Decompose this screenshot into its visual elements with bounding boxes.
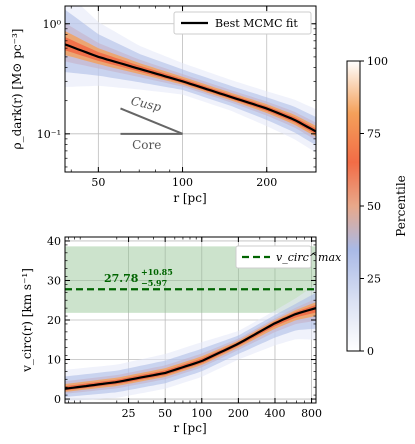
vmax-plus: +10.85 <box>141 267 173 277</box>
velocity-xlabel: r [pc] <box>173 421 206 435</box>
colorbar-tick-label-0: 0 <box>367 345 374 358</box>
colorbar-tick-label-100: 100 <box>367 55 388 68</box>
vmax-minus: −5.97 <box>141 278 167 288</box>
xtick-label-25: 25 <box>122 407 136 420</box>
density-ylabel: ρ_dark(r) [M⊙ pc⁻³] <box>10 29 24 150</box>
velocity-best-fit-line <box>65 307 316 390</box>
velocity-percentile-band <box>65 284 316 402</box>
ytick-label-40: 40 <box>47 235 61 248</box>
vmax-value: 27.78 <box>104 272 139 285</box>
xtick-label-200: 200 <box>256 176 277 189</box>
colorbar-tick-label-75: 75 <box>367 128 381 141</box>
xtick-label-100: 100 <box>191 407 212 420</box>
colorbar-gradient <box>346 60 361 352</box>
density-legend: Best MCMC fit <box>173 11 312 35</box>
band-layer-1 <box>65 292 316 397</box>
cusp-guide-line <box>120 107 183 135</box>
velocity-ylabel: v_circ(r) [km s⁻¹] <box>20 268 34 373</box>
percentile-colorbar: 0 25 50 75 100 Percentile <box>346 55 408 358</box>
ytick-label-30: 30 <box>47 274 61 287</box>
xtick-label-800: 800 <box>301 407 322 420</box>
core-label: Core <box>132 138 161 152</box>
band-layer-3 <box>65 302 316 392</box>
xtick-label-100: 100 <box>172 176 193 189</box>
density-plot-frame <box>64 5 317 173</box>
colorbar-ticks: 0 25 50 75 100 <box>360 55 388 358</box>
density-ticks: 50 100 200 10⁰ 10⁻¹ <box>37 6 317 189</box>
xtick-label-400: 400 <box>264 407 285 420</box>
velocity-panel: 25 50 100 200 400 800 0 10 20 30 40 27.78 +10.85 −… <box>20 235 342 435</box>
velocity-ticks: 25 50 100 200 400 800 0 10 20 30 40 <box>47 235 322 420</box>
xtick-label-200: 200 <box>228 407 249 420</box>
vmax-value-label: 27.78 +10.85 −5.97 <box>104 267 173 288</box>
ytick-label-10⁰: 10⁰ <box>43 18 62 31</box>
ytick-label-10: 10 <box>47 354 61 367</box>
ytick-label-20: 20 <box>47 314 61 327</box>
colorbar-tick-label-25: 25 <box>367 273 381 286</box>
colorbar-label: Percentile <box>394 175 408 237</box>
ytick-label-10⁻¹: 10⁻¹ <box>37 128 61 141</box>
density-best-fit-line <box>65 43 316 133</box>
density-xlabel: r [pc] <box>173 191 206 205</box>
cusp-label: Cusp <box>130 94 163 115</box>
xtick-label-50: 50 <box>158 407 172 420</box>
band-layer-4 <box>65 37 316 135</box>
velocity-legend: v_circ^max <box>235 245 342 269</box>
legend-fit-label: Best MCMC fit <box>215 17 298 30</box>
ytick-label-0: 0 <box>54 393 61 406</box>
xtick-label-50: 50 <box>91 176 105 189</box>
legend-vmax-label: v_circ^max <box>276 251 342 264</box>
colorbar-tick-label-50: 50 <box>367 200 381 213</box>
